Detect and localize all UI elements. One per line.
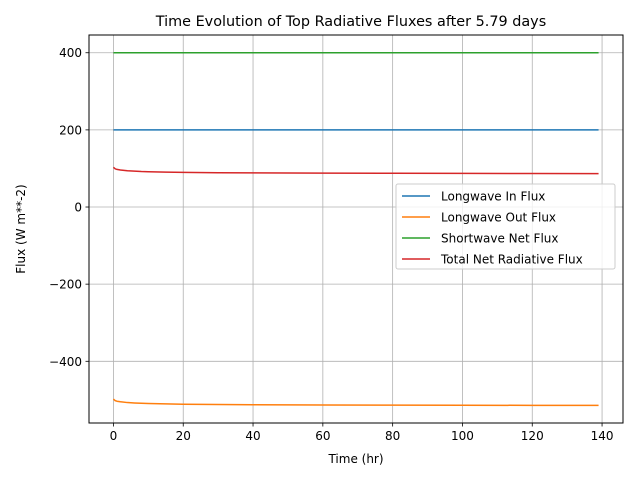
x-axis-label: Time (hr) (327, 452, 383, 466)
legend-box (395, 183, 616, 270)
x-tick-label: 60 (315, 429, 330, 443)
y-tick-label: 400 (59, 46, 82, 60)
chart-title: Time Evolution of Top Radiative Fluxes a… (155, 14, 546, 30)
y-ticks: −400 −200 0 200 400 (49, 46, 89, 369)
x-tick-label: 120 (521, 429, 544, 443)
y-axis-label: Flux (W m**-2) (14, 184, 28, 273)
plot-frame (88, 34, 624, 424)
x-tick-label: 100 (451, 429, 474, 443)
series-line-3 (112, 166, 599, 175)
x-ticks: 0 20 40 60 80 100 120 140 (110, 423, 614, 443)
legend-label-0: Longwave In Flux (441, 190, 545, 204)
y-tick-label: −400 (49, 355, 82, 369)
y-tick-label: −200 (49, 278, 82, 292)
legend: Longwave In Flux Longwave Out Flux Shortwa… (395, 183, 616, 270)
y-tick-label: 200 (59, 123, 82, 137)
legend-label-3: Total Net Radiative Flux (440, 253, 583, 267)
series-line-1 (112, 398, 599, 407)
legend-label-1: Longwave Out Flux (441, 211, 556, 225)
x-tick-label: 140 (591, 429, 614, 443)
x-tick-label: 40 (245, 429, 260, 443)
x-tick-label: 80 (385, 429, 400, 443)
x-tick-label: 0 (110, 429, 118, 443)
x-tick-label: 20 (176, 429, 191, 443)
plot-lines (112, 51, 599, 407)
y-tick-label: 0 (74, 201, 82, 215)
legend-label-2: Shortwave Net Flux (441, 232, 559, 246)
